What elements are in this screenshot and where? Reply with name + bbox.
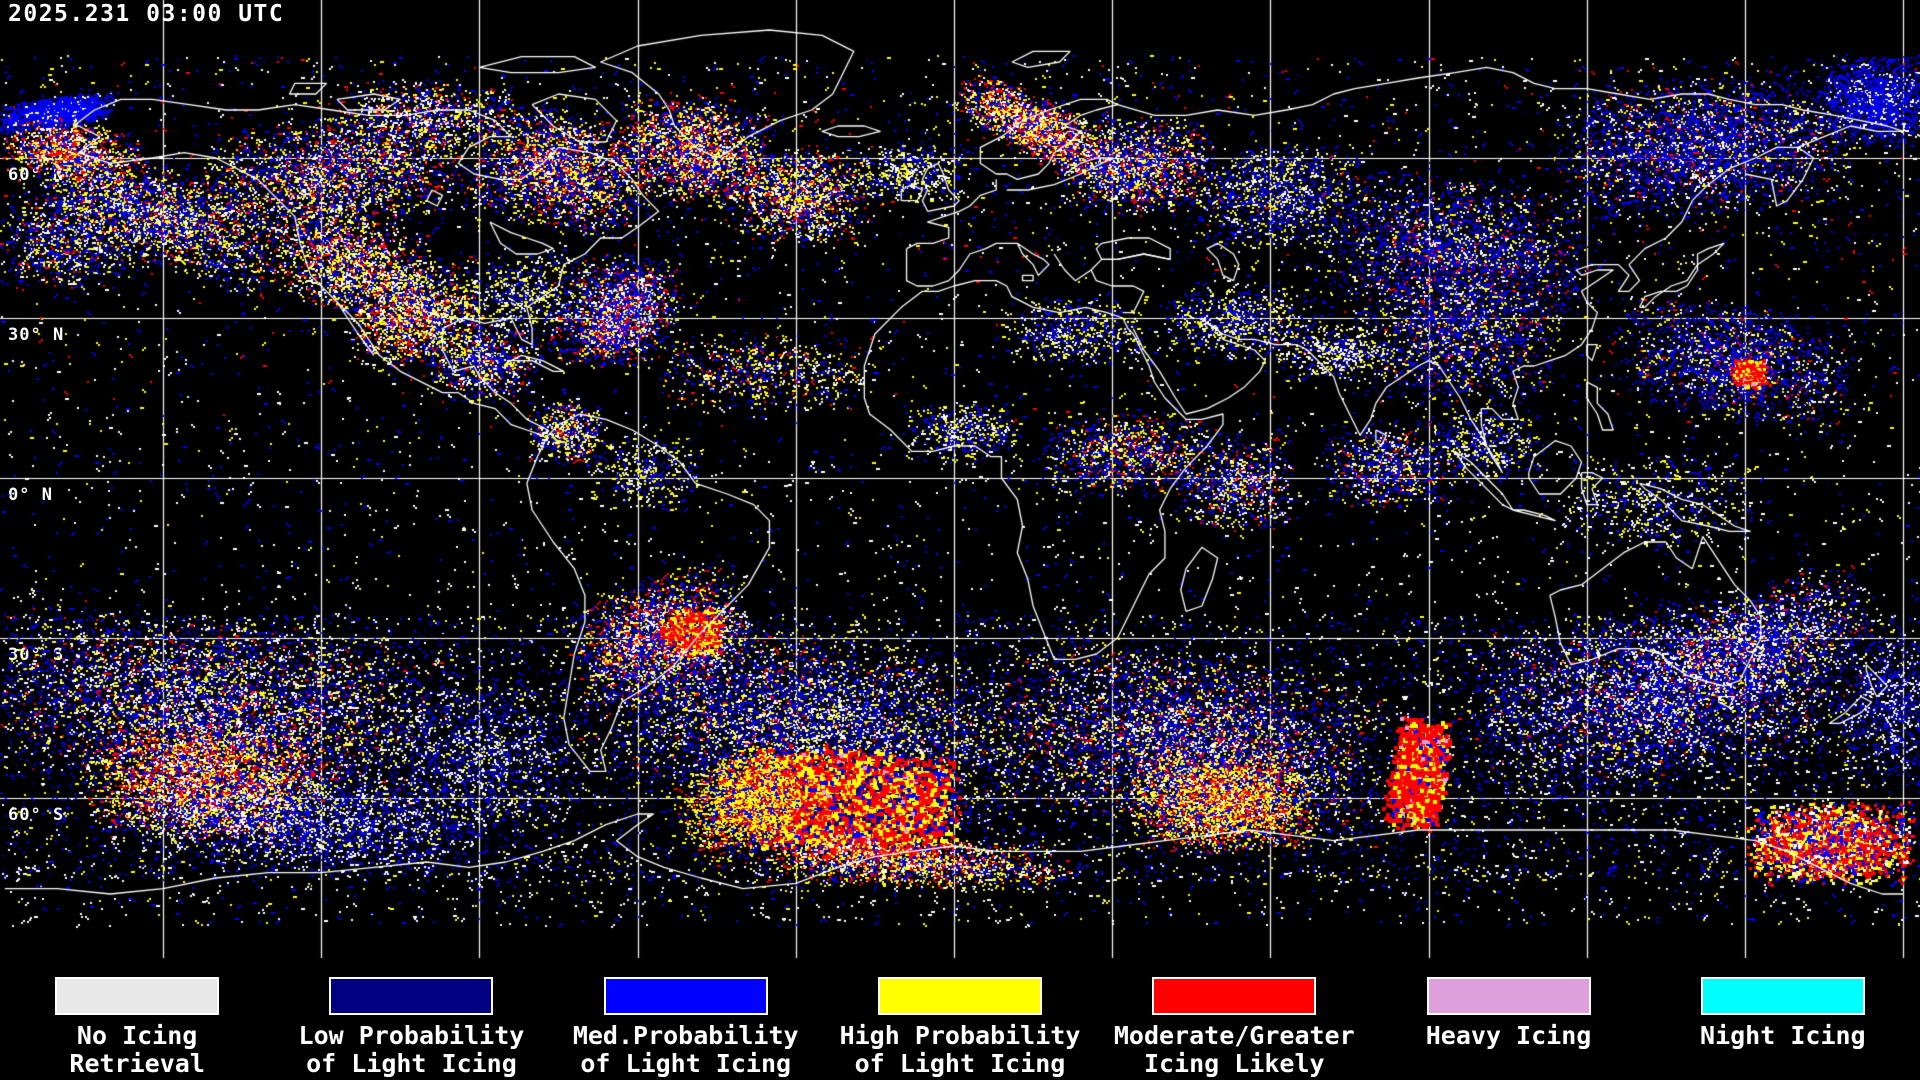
legend-item-heavy-icing: Heavy Icing — [1371, 960, 1645, 1080]
legend-label-line1: Night Icing — [1700, 1021, 1866, 1050]
lat-label: 30° N — [8, 325, 65, 345]
legend-item-high-probability: High Probability of Light Icing — [823, 960, 1097, 1080]
world-icing-map: 2025.231 03:00 UTC 60° N 30° N 0° N 30° S 60… — [0, 0, 1920, 960]
legend-swatch-low-probability — [329, 977, 494, 1015]
lat-label: 60° S — [8, 805, 65, 825]
legend-item-no-icing-retrieval: No Icing Retrieval — [0, 960, 274, 1080]
legend-swatch-no-icing-retrieval — [55, 977, 220, 1015]
legend-label-line2: Retrieval — [69, 1049, 205, 1078]
legend-label-line1: High Probability — [839, 1021, 1081, 1050]
legend-label-line2: of Light Icing — [306, 1049, 517, 1078]
legend-item-night-icing: Night Icing — [1646, 960, 1920, 1080]
legend-label-line2 — [1501, 1050, 1516, 1078]
legend: No Icing Retrieval Low Probability of Light… — [0, 960, 1920, 1080]
legend-item-low-probability: Low Probability of Light Icing — [274, 960, 548, 1080]
legend-swatch-high-probability — [877, 977, 1042, 1015]
legend-swatch-heavy-icing — [1426, 977, 1591, 1015]
legend-swatch-med-probability — [603, 977, 768, 1015]
legend-label-line1: Heavy Icing — [1425, 1021, 1592, 1050]
legend-label-line2: Icing Likely — [1143, 1049, 1325, 1078]
legend-swatch-moderate-greater — [1152, 977, 1317, 1015]
legend-label-line2: of Light Icing — [580, 1049, 792, 1078]
legend-item-moderate-greater: Moderate/Greater Icing Likely — [1097, 960, 1371, 1080]
legend-swatch-night-icing — [1700, 977, 1865, 1015]
legend-label-line1: No Icing — [76, 1021, 198, 1050]
legend-label-line1: Med.Probability — [572, 1021, 799, 1050]
legend-label-line1: Moderate/Greater — [1113, 1021, 1355, 1050]
lat-label: 60° N — [8, 165, 65, 185]
lat-label: 0° N — [8, 485, 53, 505]
legend-label-line2: of Light Icing — [854, 1049, 1066, 1078]
legend-label-line2 — [1775, 1050, 1790, 1078]
timestamp: 2025.231 03:00 UTC — [8, 1, 285, 27]
legend-item-med-probability: Med.Probability of Light Icing — [549, 960, 823, 1080]
lat-label: 30° S — [8, 645, 65, 665]
legend-label-line1: Low Probability — [298, 1021, 525, 1050]
map-grid-canvas — [0, 0, 1920, 960]
